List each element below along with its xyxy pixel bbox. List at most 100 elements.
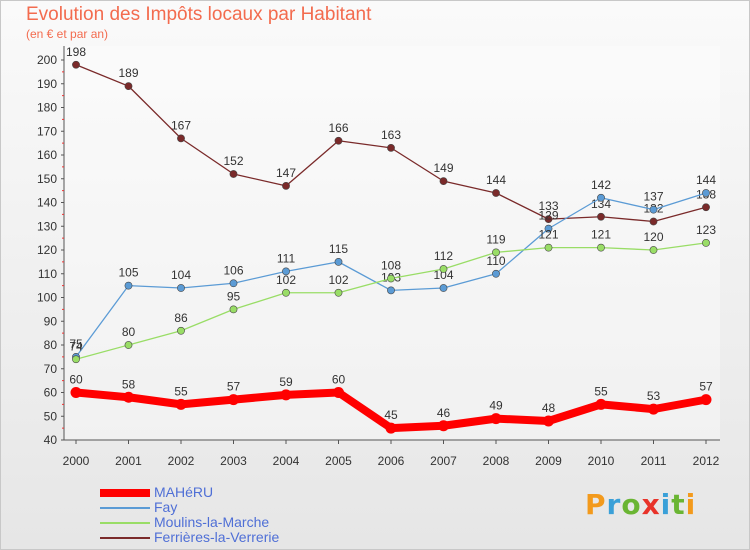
proxiti-logo: Proxiti [585, 488, 696, 521]
legend-swatch [100, 507, 150, 509]
data-label: 198 [66, 45, 86, 59]
data-label: 121 [538, 228, 558, 242]
chart-title: Evolution des Impôts locaux par Habitant [26, 4, 372, 25]
data-label: 95 [227, 289, 241, 303]
data-point [648, 403, 659, 415]
y-tick-label: 170 [37, 124, 57, 138]
data-point [228, 394, 239, 406]
data-label: 102 [276, 273, 296, 287]
data-point [597, 243, 605, 252]
y-tick-label: 70 [44, 362, 58, 376]
data-point [490, 413, 502, 425]
chart-subtitle: (en € et par an) [26, 27, 109, 41]
data-label: 53 [647, 389, 661, 403]
data-label: 189 [118, 66, 138, 80]
data-point [70, 387, 82, 398]
data-point [492, 248, 500, 257]
y-tick-label: 150 [37, 172, 57, 186]
data-label: 57 [699, 380, 713, 394]
data-point [544, 224, 553, 233]
y-tick-label: 180 [37, 101, 57, 115]
data-point [649, 205, 658, 214]
data-point [492, 269, 500, 278]
x-tick-label: 2012 [693, 454, 720, 468]
legend-item: Moulins-la-Marche [100, 514, 360, 530]
data-label: 75 [69, 337, 83, 351]
data-point [177, 134, 185, 143]
data-label: 152 [223, 154, 243, 168]
logo-letter: i [660, 488, 672, 521]
data-label: 48 [542, 401, 556, 415]
data-point [334, 136, 343, 145]
data-label: 55 [174, 384, 188, 398]
data-label: 80 [122, 325, 136, 339]
x-tick-label: 2008 [483, 454, 510, 468]
data-point [543, 415, 554, 427]
y-tick-label: 90 [44, 314, 58, 328]
logo-letter: i [685, 488, 697, 521]
data-point [387, 274, 395, 283]
legend-item: MAHéRU [100, 484, 360, 500]
data-label: 120 [643, 230, 663, 244]
data-point [124, 341, 133, 349]
data-point [229, 170, 238, 178]
logo-letter: t [671, 488, 686, 521]
y-tick-label: 110 [38, 267, 57, 281]
data-label: 129 [538, 209, 558, 223]
data-label: 106 [223, 263, 243, 277]
data-point [597, 212, 605, 221]
x-tick-label: 2004 [273, 454, 300, 468]
data-label: 144 [486, 173, 506, 187]
plot-area [64, 46, 720, 440]
y-tick-label: 190 [37, 77, 57, 91]
data-point [124, 281, 133, 290]
data-label: 74 [69, 339, 83, 353]
x-tick-label: 2000 [63, 454, 90, 468]
x-tick-label: 2005 [325, 454, 352, 468]
data-point [72, 60, 80, 69]
data-point [282, 288, 290, 297]
y-tick-label: 130 [37, 219, 57, 233]
data-point [229, 279, 238, 288]
data-point [597, 193, 605, 202]
x-tick-label: 2009 [535, 454, 562, 468]
data-label: 123 [696, 223, 716, 237]
data-label: 147 [276, 166, 296, 180]
x-tick-label: 2010 [588, 454, 615, 468]
data-point [334, 257, 343, 266]
data-label: 58 [122, 377, 136, 391]
data-point [175, 398, 187, 410]
data-label: 102 [328, 273, 348, 287]
y-tick-label: 160 [37, 148, 57, 162]
data-point [492, 189, 500, 197]
data-point [649, 246, 658, 254]
x-tick-label: 2002 [168, 454, 195, 468]
data-point [334, 288, 343, 297]
y-tick-label: 140 [37, 196, 57, 210]
data-point [177, 284, 185, 292]
legend-swatch [100, 489, 150, 497]
data-point [649, 217, 658, 226]
data-label: 46 [437, 406, 451, 420]
legend-swatch [100, 537, 150, 539]
data-point [702, 238, 710, 247]
data-label: 166 [328, 121, 348, 135]
legend-label: Moulins-la-Marche [154, 514, 270, 530]
data-label: 45 [384, 408, 398, 422]
data-label: 112 [434, 249, 453, 263]
data-point [387, 143, 395, 152]
data-point [544, 215, 553, 224]
y-tick-label: 40 [44, 433, 58, 447]
data-label: 137 [643, 190, 663, 204]
data-point [438, 420, 449, 432]
data-label: 104 [433, 268, 453, 282]
logo-letter: P [585, 488, 607, 521]
data-label: 59 [279, 375, 293, 389]
y-tick-label: 200 [37, 53, 57, 67]
x-tick-label: 2011 [641, 454, 667, 468]
logo-letter: r [606, 488, 622, 521]
legend-item: Fay [100, 499, 360, 515]
x-tick-label: 2003 [220, 454, 247, 468]
legend-label: Ferrières-la-Verrerie [154, 529, 280, 545]
